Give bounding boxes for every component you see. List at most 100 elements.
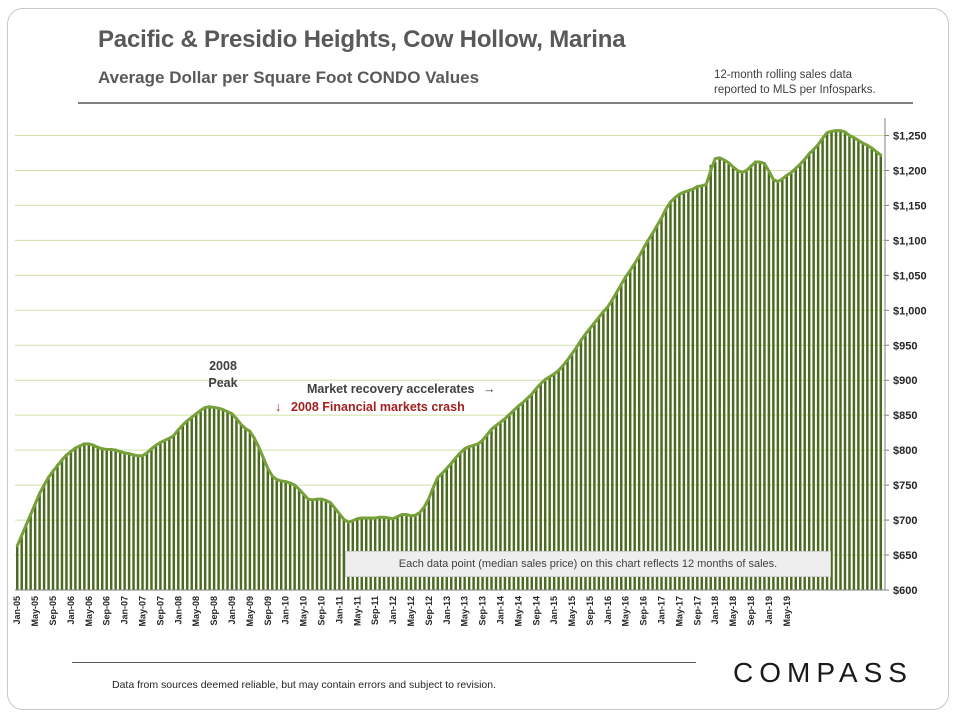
x-tick-label: Sep-11 xyxy=(370,596,380,625)
bar xyxy=(539,383,542,590)
x-tick-label: May-19 xyxy=(782,596,792,627)
bar xyxy=(651,232,654,590)
bar xyxy=(297,488,301,590)
y-tick-label: $800 xyxy=(893,445,917,457)
bar xyxy=(445,467,448,590)
bar xyxy=(691,188,695,590)
bar xyxy=(60,458,64,590)
bar xyxy=(203,406,207,590)
bar xyxy=(51,469,55,590)
bar xyxy=(168,437,171,590)
x-tick-label: Sep-14 xyxy=(531,596,541,626)
x-tick-label: May-12 xyxy=(406,596,416,627)
x-tick-label: Jan-16 xyxy=(603,596,613,625)
bar xyxy=(293,484,296,590)
bar xyxy=(508,413,511,590)
annotations: 2008 Peak Market recovery accelerates → … xyxy=(208,359,495,414)
bar xyxy=(154,444,158,590)
bar xyxy=(42,483,46,590)
bar xyxy=(239,423,243,590)
bar xyxy=(503,417,507,590)
bar xyxy=(512,409,516,590)
bar xyxy=(472,444,475,590)
x-tick-label: Jan-17 xyxy=(657,596,667,625)
trend-line-layer xyxy=(15,129,883,548)
x-tick-label: May-09 xyxy=(245,596,255,627)
bar xyxy=(615,291,619,590)
bar xyxy=(673,197,677,590)
bar xyxy=(839,130,842,590)
bar xyxy=(584,333,587,590)
footer-disclaimer: Data from sources deemed reliable, but m… xyxy=(112,679,497,691)
bar xyxy=(194,413,198,590)
bar xyxy=(646,239,650,591)
bar xyxy=(87,442,91,590)
bar xyxy=(866,145,869,590)
bar xyxy=(458,452,462,590)
x-tick-label: Jan-10 xyxy=(281,596,291,625)
bar xyxy=(731,166,735,590)
bar xyxy=(593,322,596,590)
bar xyxy=(637,255,641,590)
bar xyxy=(848,135,851,591)
bar xyxy=(606,306,610,590)
bar xyxy=(579,339,583,590)
bar xyxy=(96,445,99,590)
bar xyxy=(687,190,690,590)
x-tick-label: May-14 xyxy=(513,596,523,627)
crash-annotation: 2008 Financial markets crash xyxy=(291,400,465,414)
bar xyxy=(266,467,270,590)
bar xyxy=(109,448,113,590)
x-tick-label: Sep-08 xyxy=(209,596,219,626)
bar xyxy=(490,428,493,590)
bar xyxy=(436,476,440,590)
bar xyxy=(875,151,878,590)
x-tick-label: May-08 xyxy=(191,596,201,627)
x-tick-label: May-10 xyxy=(299,596,309,627)
bar xyxy=(190,416,193,590)
bar xyxy=(78,444,82,590)
bar xyxy=(16,544,19,590)
x-tick-label: May-13 xyxy=(460,596,470,627)
bar xyxy=(517,405,520,590)
bar xyxy=(624,276,627,590)
bar xyxy=(557,369,560,590)
bar xyxy=(758,161,762,590)
bar xyxy=(288,482,292,590)
bar xyxy=(807,153,811,590)
bar xyxy=(262,457,265,590)
x-tick-label: Jan-12 xyxy=(388,596,398,625)
x-tick-label: Jan-08 xyxy=(173,596,183,625)
bar xyxy=(781,178,784,590)
bar xyxy=(212,406,216,590)
y-tick-label: $1,200 xyxy=(893,165,927,177)
header-divider xyxy=(78,102,913,104)
y-tick-label: $700 xyxy=(893,515,917,527)
bar xyxy=(660,217,663,591)
y-tick-label: $900 xyxy=(893,375,917,387)
bar xyxy=(114,448,117,590)
peak-label-word: Peak xyxy=(208,376,237,390)
bar xyxy=(20,534,23,590)
bar xyxy=(816,144,820,590)
bar xyxy=(342,518,346,590)
bar xyxy=(302,493,305,590)
bar xyxy=(159,441,162,590)
bar xyxy=(69,450,73,590)
bar xyxy=(664,208,668,590)
bar xyxy=(29,513,32,590)
bar xyxy=(127,452,131,590)
bar xyxy=(186,420,189,590)
bar xyxy=(830,131,833,591)
bar xyxy=(678,193,681,590)
bar xyxy=(427,497,431,590)
bar xyxy=(812,149,815,590)
x-tick-label: Sep-12 xyxy=(424,596,434,626)
y-tick-label: $850 xyxy=(893,410,917,422)
x-tick-label: Jan-05 xyxy=(12,596,22,625)
bar xyxy=(441,472,444,590)
x-tick-label: Jan-06 xyxy=(66,596,76,625)
bar xyxy=(333,507,337,590)
bar xyxy=(669,201,672,590)
bar xyxy=(485,434,489,590)
